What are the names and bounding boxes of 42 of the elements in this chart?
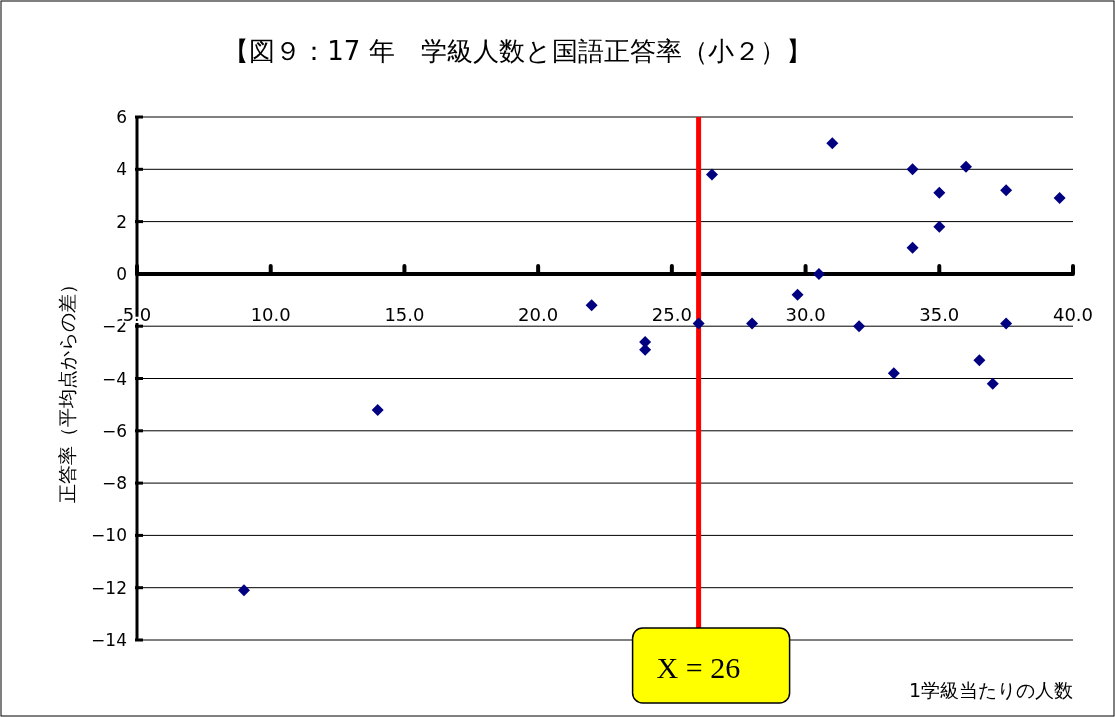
point xyxy=(812,267,825,280)
x-tick-label: 10.0 xyxy=(250,303,291,325)
x-tick-label: 40.0 xyxy=(1052,303,1094,325)
point xyxy=(371,403,384,416)
point xyxy=(973,354,986,367)
y-tick-label: −8 xyxy=(101,473,127,494)
point xyxy=(906,163,919,176)
y-tick-label: 0 xyxy=(116,263,127,284)
point xyxy=(826,137,839,150)
x-tick-label: 35.0 xyxy=(919,303,960,325)
y-tick-label: 4 xyxy=(116,159,127,180)
point xyxy=(692,317,705,330)
point xyxy=(933,186,946,199)
chart-title: 【図９：17 年 学級人数と国語正答率（小２）】 xyxy=(223,36,812,66)
point xyxy=(585,299,598,312)
y-tick-label: 6 xyxy=(116,107,127,127)
y-tick-label: 2 xyxy=(116,211,127,232)
point xyxy=(705,168,718,181)
point xyxy=(906,241,919,254)
y-tick-label: −12 xyxy=(91,577,127,598)
point xyxy=(237,584,250,597)
ref-line-label: X = 26 xyxy=(656,651,741,684)
point xyxy=(1000,184,1013,197)
point xyxy=(791,288,804,301)
x-axis-title: 1学級当たりの人数 xyxy=(908,679,1073,701)
x-tick-label: 30.0 xyxy=(785,303,826,325)
x-tick-label: 20.0 xyxy=(518,303,559,325)
y-tick-label: −14 xyxy=(91,630,127,650)
point xyxy=(1053,192,1066,205)
point xyxy=(933,220,946,233)
y-tick-label: −6 xyxy=(101,420,127,441)
x-tick-label: 15.0 xyxy=(384,303,425,325)
point xyxy=(986,377,999,390)
point xyxy=(887,367,900,380)
y-axis-title: 正答率（平均点からの差） xyxy=(56,274,78,503)
point xyxy=(746,317,759,330)
point xyxy=(960,160,973,173)
x-tick-label: 25.0 xyxy=(651,303,692,325)
y-tick-label: −10 xyxy=(91,525,127,546)
point xyxy=(853,320,866,333)
y-tick-label: −4 xyxy=(101,368,127,389)
point xyxy=(1000,317,1013,330)
